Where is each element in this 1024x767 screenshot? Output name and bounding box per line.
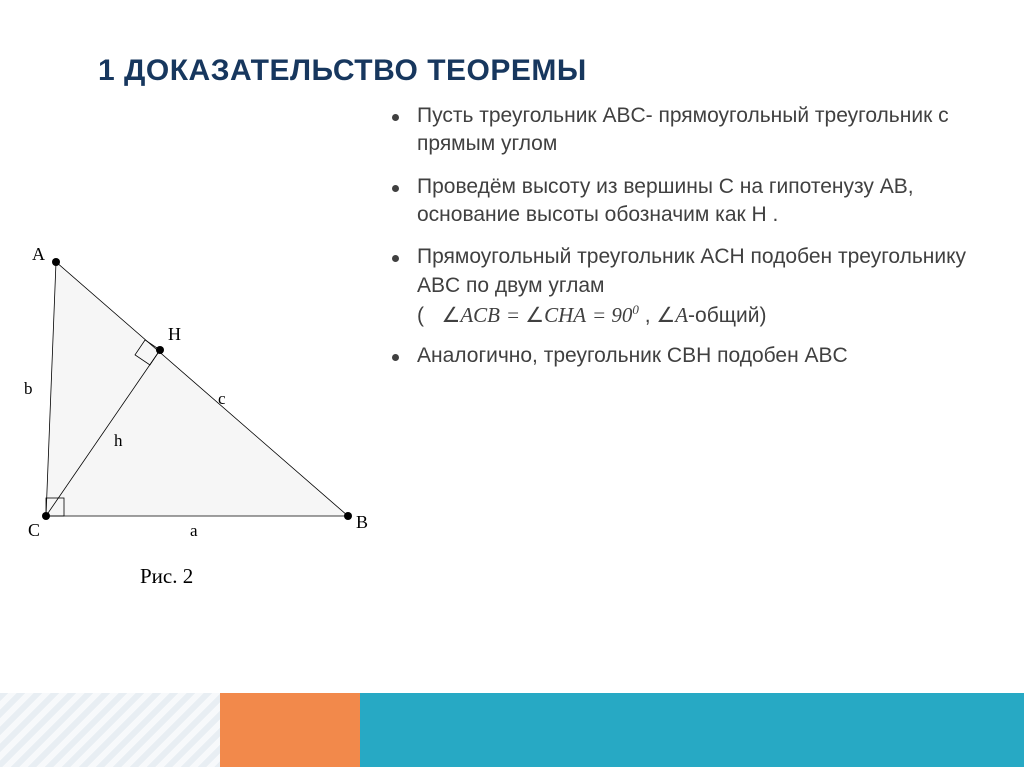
bullet-text: Пусть треугольник ABC- прямоугольный тре… [417,102,996,159]
point-h [156,346,164,354]
footer-teal [360,693,1024,767]
label-c: C [28,520,40,540]
bullet-item: Аналогично, треугольник CBH подобен ABC [392,342,996,370]
slide-title: 1 ДОКАЗАТЕЛЬСТВО ТЕОРЕМЫ [98,54,587,88]
label-side-c: c [218,389,226,408]
label-h: H [168,324,181,344]
content-area: Пусть треугольник ABC- прямоугольный тре… [392,102,996,384]
point-a [52,258,60,266]
math-degree: 0 [632,302,639,317]
bullet-text: Проведём высоту из вершины С на гипотену… [417,173,996,230]
label-altitude-h: h [114,431,123,450]
label-side-a: a [190,521,198,540]
math-eq: = [506,303,525,327]
label-b: B [356,512,368,532]
figure-caption: Рис. 2 [140,564,193,589]
math-tail: -общий) [688,304,766,327]
paren-open: ( [417,304,424,327]
bullet-text: Аналогично, треугольник CBH подобен ABC [417,342,848,370]
angle-symbol: ∠ [525,303,544,327]
label-side-b: b [24,379,33,398]
slide-footer [0,693,1024,767]
angle-symbol: ∠ [656,303,675,327]
bullet-marker-icon [392,185,399,192]
bullet-marker-icon [392,255,399,262]
math-angle-a: A [675,303,688,327]
footer-orange [220,693,360,767]
triangle-figure: A C B H b c a h [10,234,380,564]
bullet-marker-icon [392,114,399,121]
math-eq2: = 90 [592,303,632,327]
math-rhs: CHA [544,303,586,327]
math-expression: ( ∠ACB = ∠CHA = 900 , ∠A-общий) [417,302,996,328]
point-b [344,512,352,520]
bullet-item: Прямоугольный треугольник ACH подобен тр… [392,243,996,300]
bullet-item: Пусть треугольник ABC- прямоугольный тре… [392,102,996,159]
bullet-text: Прямоугольный треугольник ACH подобен тр… [417,243,996,300]
label-a: A [32,244,45,264]
math-sep: , [645,304,657,327]
math-lhs: ACB [460,303,500,327]
angle-symbol: ∠ [442,303,461,327]
footer-stripes [0,693,220,767]
bullet-marker-icon [392,354,399,361]
bullet-item: Проведём высоту из вершины С на гипотену… [392,173,996,230]
triangle-fill [46,262,348,516]
point-c [42,512,50,520]
